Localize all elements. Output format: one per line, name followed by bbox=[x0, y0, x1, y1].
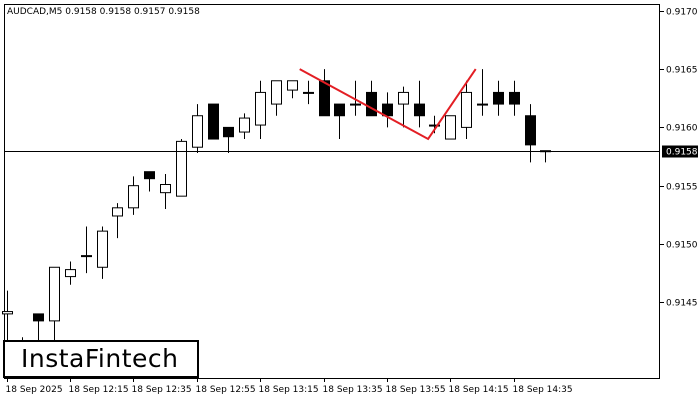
candle-body-bullish bbox=[49, 266, 60, 322]
candle bbox=[414, 80, 425, 128]
candle bbox=[525, 104, 536, 163]
x-tick-label: 18 Sep 13:55 bbox=[386, 385, 446, 395]
candle-body-bullish bbox=[271, 80, 282, 105]
candle bbox=[112, 203, 123, 239]
y-tick-label: 0.9165 bbox=[666, 66, 698, 76]
candle bbox=[303, 80, 314, 105]
y-axis: 0.9170 0.9165 0.9160 0.9155 0.9150 0.9145 0.91… bbox=[660, 8, 698, 309]
candle-body-bearish bbox=[208, 103, 219, 140]
candle bbox=[239, 113, 250, 140]
candle-body-bearish bbox=[493, 91, 504, 105]
candle bbox=[65, 261, 76, 285]
candle-body-bullish bbox=[128, 185, 139, 209]
candle bbox=[128, 176, 139, 215]
candle bbox=[271, 80, 282, 116]
candle-body-bearish bbox=[525, 115, 536, 146]
candle-body-bullish bbox=[461, 91, 472, 128]
candle-body-bullish bbox=[65, 269, 76, 278]
candle bbox=[398, 86, 409, 128]
current-price-tag bbox=[662, 145, 698, 158]
candle bbox=[223, 126, 234, 154]
candle bbox=[287, 80, 298, 99]
candle-body-bullish bbox=[445, 115, 456, 140]
candle bbox=[382, 92, 393, 128]
candle-body-bearish bbox=[414, 103, 425, 117]
candle-body-bearish bbox=[382, 103, 393, 117]
candle bbox=[160, 174, 171, 209]
candle bbox=[255, 80, 266, 140]
candle-body-bullish bbox=[112, 207, 123, 217]
candle-body-bearish bbox=[334, 103, 345, 117]
candle-body-bearish bbox=[319, 80, 330, 117]
candle-body-bullish bbox=[255, 91, 266, 126]
y-tick-label: 0.9145 bbox=[666, 299, 698, 309]
candle bbox=[192, 104, 203, 154]
x-axis: 18 Sep 2025 18 Sep 12:15 18 Sep 12:35 18 Se… bbox=[6, 378, 573, 395]
candle bbox=[208, 103, 219, 140]
candle bbox=[509, 80, 520, 116]
chart-header: AUDCAD,M5 0.9158 0.9158 0.9157 0.9158 bbox=[7, 7, 200, 17]
y-tick-label: 0.9155 bbox=[666, 183, 698, 193]
candle-body-bullish bbox=[176, 140, 187, 197]
candle-body-bullish bbox=[81, 255, 92, 258]
double-top-pattern-line bbox=[299, 68, 477, 141]
candle-body-bearish bbox=[223, 126, 234, 138]
candle bbox=[366, 80, 377, 117]
candle-body-bearish bbox=[509, 91, 520, 105]
x-tick-label: 18 Sep 14:35 bbox=[513, 385, 573, 395]
candle-body-bearish bbox=[366, 91, 377, 117]
x-tick-label: 18 Sep 13:35 bbox=[323, 385, 383, 395]
candle bbox=[493, 80, 504, 116]
candle bbox=[334, 103, 345, 140]
x-tick-label: 18 Sep 12:55 bbox=[196, 385, 256, 395]
plot-frame bbox=[4, 4, 660, 379]
candle-body-bullish bbox=[239, 117, 250, 133]
x-tick-label: 18 Sep 12:35 bbox=[132, 385, 192, 395]
y-tick-label: 0.9160 bbox=[666, 124, 698, 134]
y-tick-label: 0.9150 bbox=[666, 241, 698, 251]
x-tick-label: 18 Sep 13:15 bbox=[259, 385, 319, 395]
brand-logo-text: InstaFintech bbox=[21, 344, 179, 373]
x-tick-label: 18 Sep 12:15 bbox=[69, 385, 129, 395]
x-tick-label: 18 Sep 14:15 bbox=[449, 385, 509, 395]
y-tick-label: 0.9170 bbox=[666, 8, 698, 18]
candle-body-bullish bbox=[2, 311, 13, 315]
candle-body-bearish bbox=[33, 313, 44, 322]
candle-body-bullish bbox=[398, 91, 409, 105]
pattern-layer bbox=[299, 68, 477, 141]
candle-body-bullish bbox=[429, 124, 440, 127]
candle-body-bullish bbox=[303, 91, 314, 94]
candle bbox=[350, 80, 361, 116]
candle-body-bullish bbox=[97, 230, 108, 268]
candle-body-bearish bbox=[144, 171, 155, 180]
candle bbox=[144, 171, 155, 192]
candle bbox=[445, 115, 456, 140]
brand-logo: InstaFintech bbox=[3, 340, 199, 378]
candle bbox=[461, 80, 472, 140]
x-tick-label: 18 Sep 2025 bbox=[6, 385, 63, 395]
candle bbox=[176, 139, 187, 197]
current-price-label: 0.9158 bbox=[666, 148, 698, 158]
candle-body-bullish bbox=[287, 80, 298, 91]
candle bbox=[319, 69, 330, 117]
candle-body-bullish bbox=[192, 115, 203, 148]
candle-body-bullish bbox=[477, 103, 488, 106]
candle bbox=[97, 226, 108, 279]
candle bbox=[477, 69, 488, 116]
candle-body-bullish bbox=[160, 184, 171, 194]
candle bbox=[81, 226, 92, 274]
candle-body-bullish bbox=[350, 103, 361, 106]
